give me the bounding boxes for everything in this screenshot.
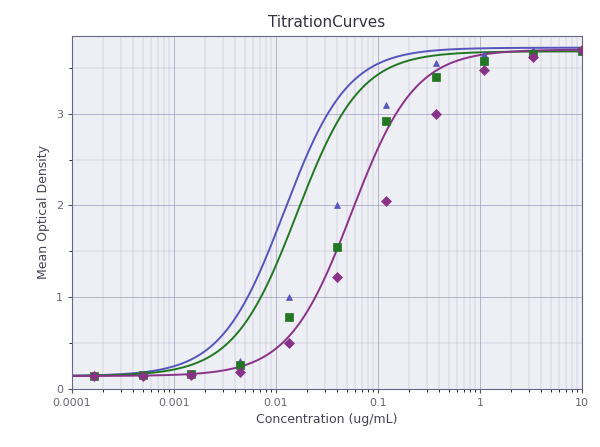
Title: TitrationCurves: TitrationCurves — [268, 16, 386, 30]
Y-axis label: Mean Optical Density: Mean Optical Density — [37, 145, 50, 279]
X-axis label: Concentration (ug/mL): Concentration (ug/mL) — [256, 413, 398, 426]
